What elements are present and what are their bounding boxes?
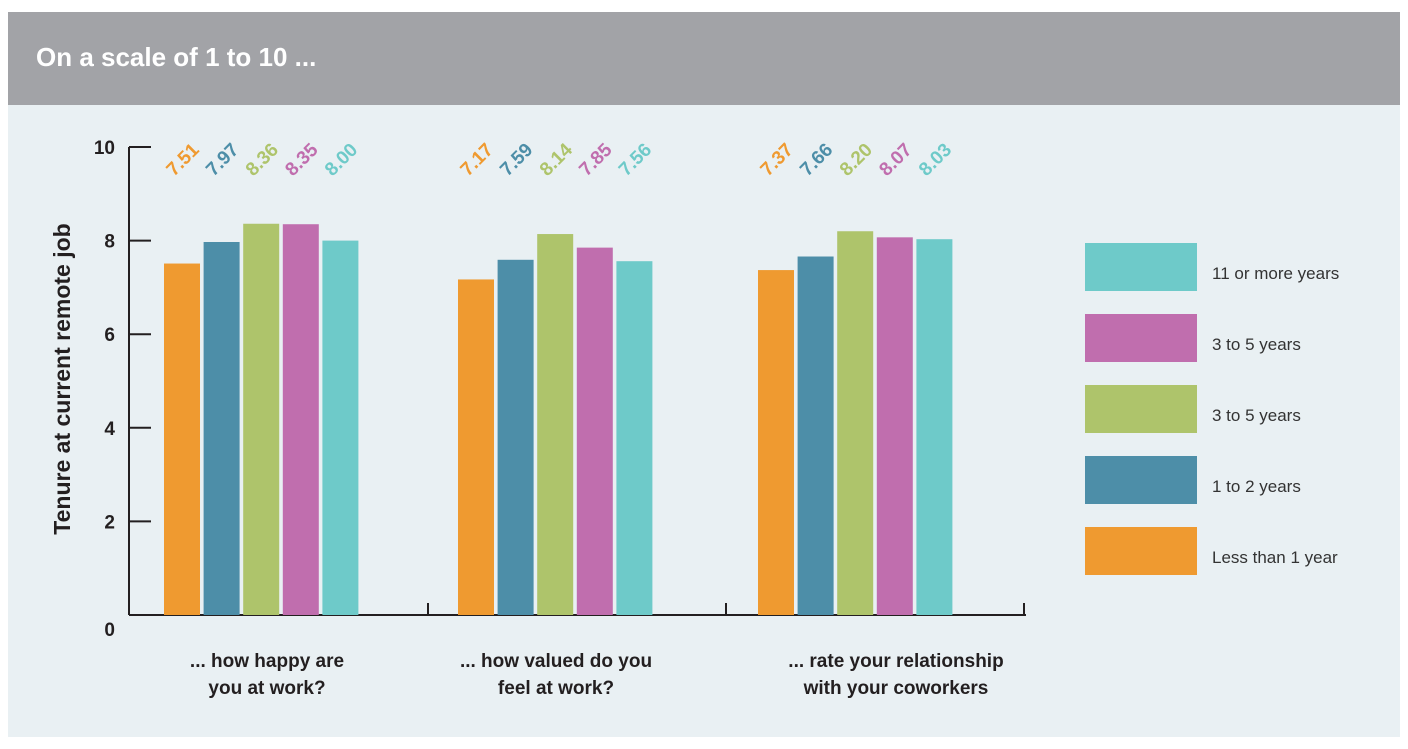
chart-header: On a scale of 1 to 10 ... [8, 12, 1400, 105]
bar [616, 261, 653, 615]
data-label: 7.85 [575, 139, 616, 180]
bar [576, 247, 613, 615]
data-label: 8.20 [836, 140, 877, 181]
legend-label: 11 or more years [1212, 264, 1340, 283]
y-axis-label: Tenure at current remote job [49, 223, 75, 534]
bar [322, 240, 359, 615]
data-label: 7.51 [163, 139, 204, 180]
y-tick-label: 10 [94, 138, 115, 159]
category-label: ... how happy are [190, 651, 344, 672]
y-tick-label: 4 [104, 419, 115, 440]
legend-item: Less than 1 year [1085, 527, 1385, 598]
bar [537, 234, 574, 615]
data-label: 8.14 [536, 139, 577, 180]
legend-swatch [1085, 243, 1197, 291]
legend-item: 11 or more years [1085, 243, 1385, 314]
data-label: 7.59 [496, 140, 537, 181]
data-label: 8.36 [242, 140, 283, 181]
legend-item: 1 to 2 years [1085, 456, 1385, 527]
bar [458, 279, 494, 615]
y-tick-label: 0 [104, 620, 115, 641]
bar [243, 223, 280, 615]
data-label: 7.37 [757, 140, 798, 181]
legend-swatch [1085, 314, 1197, 362]
bar [282, 224, 319, 615]
bar [837, 231, 874, 616]
legend-item: 3 to 5 years [1085, 385, 1385, 456]
data-label: 7.56 [615, 140, 656, 181]
chart-card: On a scale of 1 to 10 ... 0 2 4 6 8 10 Tenure … [8, 12, 1400, 737]
bar [797, 256, 834, 615]
legend-swatch [1085, 385, 1197, 433]
legend-label: 3 to 5 years [1212, 406, 1301, 425]
category-label: feel at work? [498, 678, 614, 699]
data-label: 8.03 [915, 140, 956, 181]
bar [497, 259, 534, 615]
legend-swatch [1085, 456, 1197, 504]
y-tick-label: 6 [104, 325, 115, 346]
data-label: 7.17 [457, 140, 498, 181]
data-label: 8.07 [875, 140, 916, 181]
bar [203, 242, 240, 615]
data-label: 7.66 [796, 140, 837, 181]
legend-label: Less than 1 year [1212, 548, 1338, 567]
legend-label: 3 to 5 years [1212, 335, 1301, 354]
data-label: 7.97 [202, 140, 243, 181]
data-label: 8.35 [281, 139, 322, 180]
bar [758, 270, 794, 615]
bar [916, 239, 953, 616]
category-label: ... rate your relationship [788, 651, 1003, 672]
y-tick-label: 2 [104, 512, 115, 533]
category-label: with your coworkers [803, 678, 989, 699]
category-label: you at work? [208, 678, 325, 699]
legend-item: 3 to 5 years [1085, 314, 1385, 385]
legend-label: 1 to 2 years [1212, 477, 1301, 496]
bar [876, 237, 913, 615]
legend: 11 or more years 3 to 5 years 3 to 5 years… [1085, 243, 1385, 598]
category-label: ... how valued do you [460, 651, 652, 672]
bar [164, 263, 200, 615]
legend-swatch [1085, 527, 1197, 575]
y-tick-label: 8 [104, 232, 115, 253]
chart-title: On a scale of 1 to 10 ... [36, 42, 317, 72]
data-label: 8.00 [321, 140, 362, 181]
